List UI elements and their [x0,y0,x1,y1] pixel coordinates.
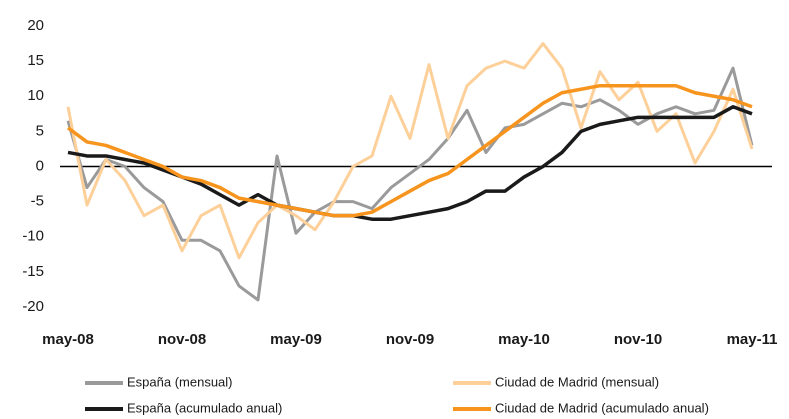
x-tick-label: nov-08 [158,331,206,348]
series-line [66,83,753,218]
x-tick-label: may-08 [42,331,94,348]
series-line [66,66,754,302]
x-tick-label: may-09 [270,331,322,348]
x-tick-label: nov-10 [614,331,662,348]
y-tick-label: 0 [36,157,44,174]
x-tick-label: may-10 [498,331,550,348]
legend-label: España (acumulado anual) [127,400,282,415]
y-tick-label: -5 [31,193,44,210]
series-line [67,105,753,221]
x-tick-label: nov-09 [386,331,434,348]
y-tick-label: 15 [27,52,44,69]
legend-label: Ciudad de Madrid (mensual) [495,374,659,389]
legend-label: Ciudad de Madrid (acumulado anual) [495,400,709,415]
y-tick-label: -20 [22,298,44,315]
y-tick-label: -15 [22,263,44,280]
y-tick-label: -10 [22,228,44,245]
y-tick-label: 5 [36,122,44,139]
y-tick-label: 20 [27,17,44,34]
y-tick-label: 10 [27,87,44,104]
series-line [66,42,754,260]
x-tick-label: may-11 [727,331,778,348]
legend-label: España (mensual) [127,374,233,389]
